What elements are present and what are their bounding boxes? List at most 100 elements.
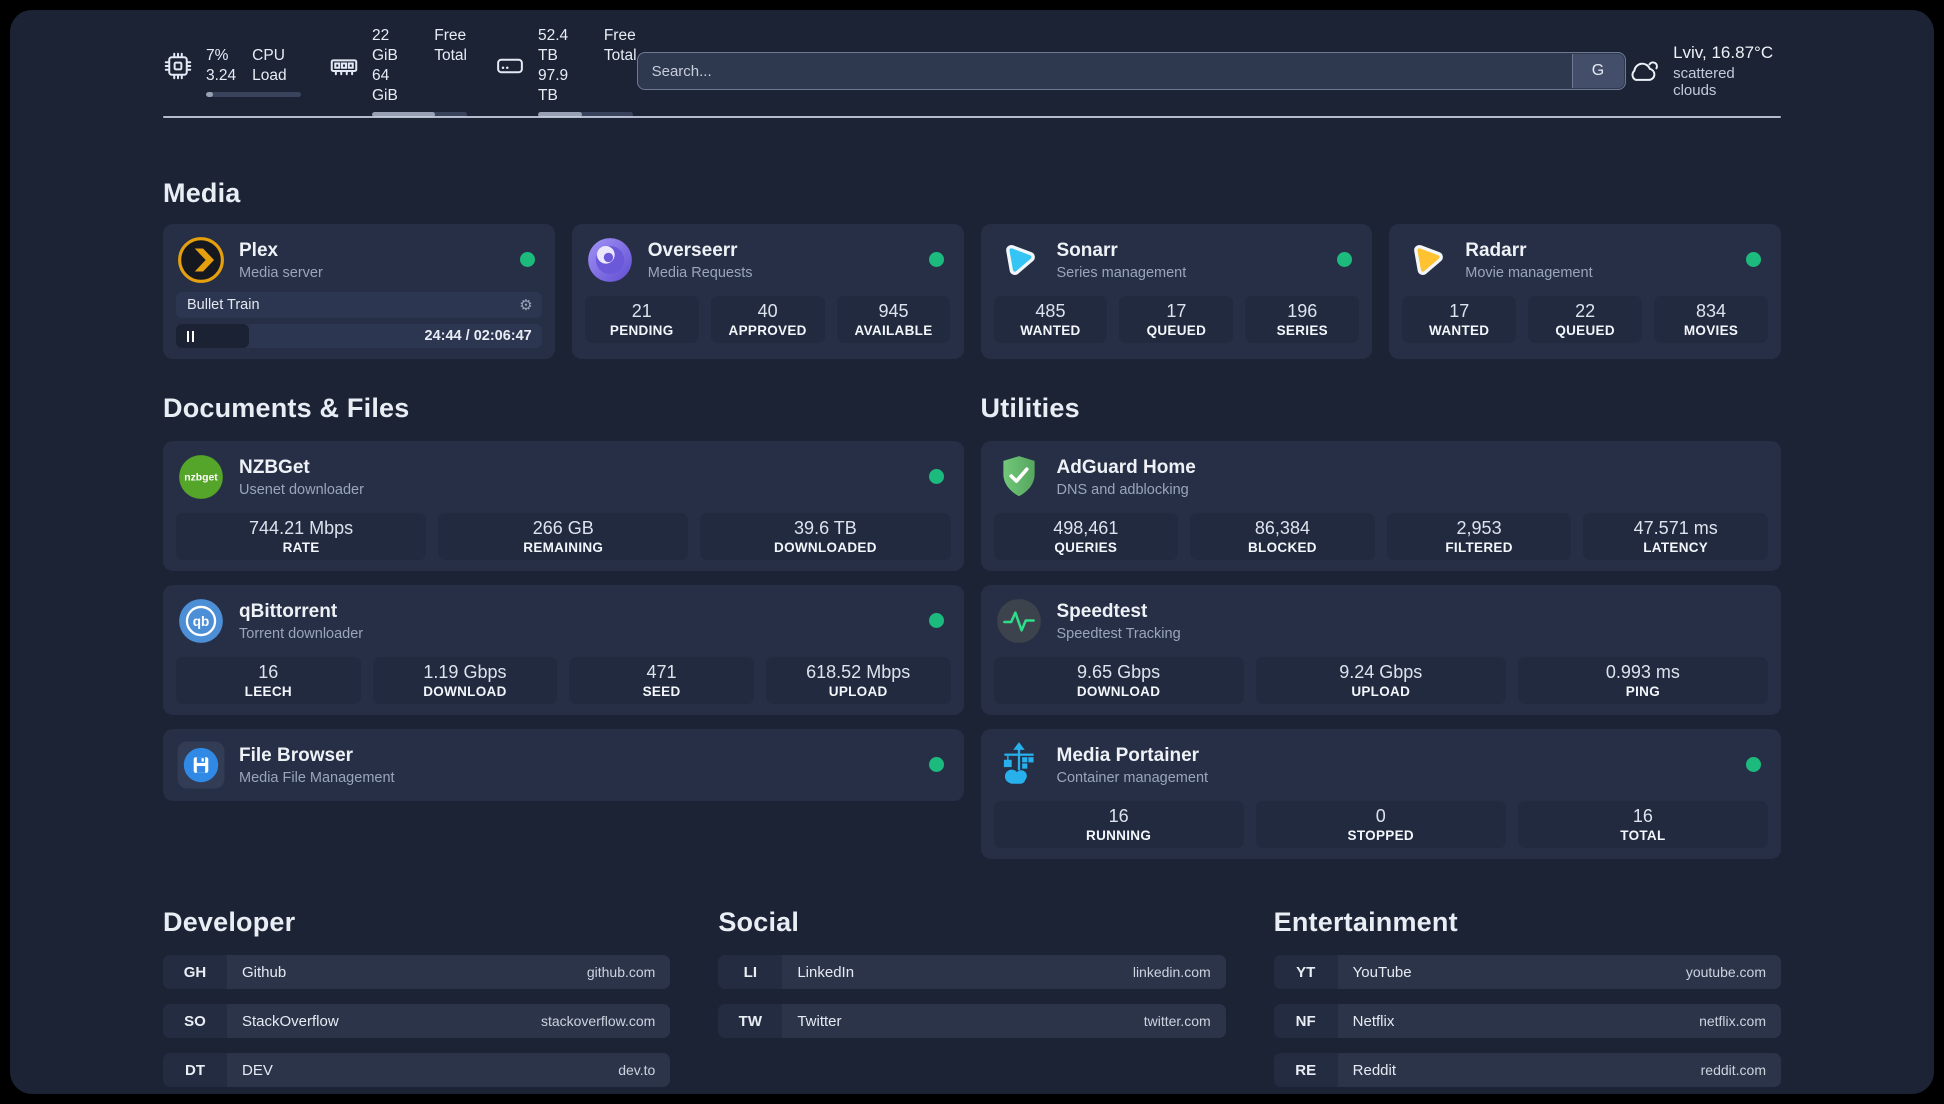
search-input[interactable] [636, 52, 1626, 90]
link-linkedin[interactable]: LI LinkedIn linkedin.com [718, 955, 1226, 989]
app-subtitle: Movie management [1465, 264, 1593, 281]
stat-tile: 0 STOPPED [1255, 801, 1506, 848]
section-title-documents: Documents & Files [163, 393, 410, 423]
stat-label: PENDING [609, 323, 674, 338]
app-title: Media Portainer [1056, 744, 1200, 766]
stat-label: QUEUED [1555, 323, 1615, 338]
link-url: youtube.com [1685, 964, 1766, 980]
stat-tile: 9.24 Gbps UPLOAD [1255, 657, 1506, 704]
stat-label: BLOCKED [1248, 540, 1317, 555]
stat-value: 16 [258, 662, 279, 682]
cpu-progress-bar [206, 91, 301, 97]
filebrowser-icon [177, 741, 225, 789]
stat-tile: 266 GB REMAINING [438, 513, 689, 560]
gear-icon[interactable]: ⚙ [519, 296, 533, 314]
qbittorrent-icon: qb [179, 599, 223, 643]
stat-label: REMAINING [523, 540, 604, 555]
stat-tile: 16 RUNNING [993, 801, 1244, 848]
media-card-row: Plex Media server Bullet Train ⚙ 24:44 /… [163, 224, 1781, 359]
status-online-dot [928, 613, 944, 628]
status-online-dot [1746, 757, 1761, 772]
header-divider [163, 116, 1781, 118]
link-twitter[interactable]: TW Twitter twitter.com [718, 1004, 1226, 1038]
disk-widget: 52.4 TB 97.9 TB Free Total [495, 26, 637, 117]
link-netflix[interactable]: NF Netflix netflix.com [1273, 1004, 1781, 1038]
stat-tile: 834 MOVIES [1654, 296, 1768, 343]
sonarr-card[interactable]: Sonarr Series management 485 WANTED 17 Q… [980, 224, 1373, 359]
link-reddit[interactable]: RE Reddit reddit.com [1273, 1053, 1781, 1087]
stat-label: PING [1625, 684, 1661, 699]
app-title: Plex [239, 239, 279, 261]
cpu-load-value: 3.24 [206, 66, 237, 84]
stat-label: RUNNING [1086, 828, 1152, 843]
portainer-card[interactable]: Media Portainer Container management 16 … [980, 729, 1781, 859]
link-youtube[interactable]: YT YouTube youtube.com [1273, 955, 1781, 989]
stat-label: QUEUED [1146, 323, 1207, 338]
app-subtitle: Torrent downloader [239, 625, 364, 642]
stat-tile: 17 WANTED [1402, 296, 1517, 343]
pause-icon[interactable] [187, 330, 194, 342]
now-playing-title: Bullet Train [187, 297, 260, 313]
link-dev[interactable]: DT DEV dev.to [163, 1053, 671, 1087]
adguard-card[interactable]: AdGuard Home DNS and adblocking 498,461 … [980, 441, 1781, 571]
app-subtitle: Media File Management [239, 769, 395, 786]
stat-value: 0 [1375, 806, 1386, 826]
search-bar: G [636, 52, 1626, 90]
speedtest-card[interactable]: Speedtest Speedtest Tracking 9.65 Gbps D… [980, 585, 1781, 715]
cloud-icon [1631, 61, 1658, 81]
stat-label: DOWNLOADED [774, 540, 877, 555]
disk-total-value: 97.9 TB [538, 66, 569, 104]
documents-column: Documents & Files nzbget NZBGet Usenet d… [163, 393, 964, 801]
filebrowser-card[interactable]: File Browser Media File Management [163, 729, 964, 801]
link-abbr: TW [718, 1004, 783, 1038]
stat-value: 1.19 Gbps [423, 662, 507, 682]
app-subtitle: Speedtest Tracking [1056, 625, 1181, 642]
nzbget-card[interactable]: nzbget NZBGet Usenet downloader 744.21 M… [163, 441, 964, 571]
link-name: Twitter [797, 1012, 842, 1030]
link-abbr: RE [1273, 1053, 1338, 1087]
stat-value: 16 [1108, 806, 1129, 826]
weather-condition: scattered clouds [1673, 65, 1735, 99]
memory-total-label: Total [434, 46, 467, 64]
stat-value: 17 [1449, 301, 1470, 321]
plex-icon [178, 237, 224, 283]
app-title: AdGuard Home [1056, 456, 1196, 478]
stat-label: SERIES [1276, 323, 1328, 338]
link-stackoverflow[interactable]: SO StackOverflow stackoverflow.com [163, 1004, 671, 1038]
developer-links: Developer GH Github github.com SO StackO… [163, 907, 671, 1094]
utilities-column: Utilities AdGuard Home DNS and adblockin… [980, 393, 1781, 859]
stat-label: LEECH [244, 684, 292, 699]
stat-label: AVAILABLE [854, 323, 933, 338]
cpu-icon [164, 52, 192, 79]
memory-widget: 22 GiB 64 GiB Free Total [329, 26, 467, 117]
stat-value: 9.24 Gbps [1339, 662, 1423, 682]
stat-label: DOWNLOAD [1076, 684, 1161, 699]
cpu-widget: 7% 3.24 CPU Load [163, 46, 301, 97]
plex-card[interactable]: Plex Media server Bullet Train ⚙ 24:44 /… [163, 224, 555, 359]
app-subtitle: Series management [1056, 264, 1187, 281]
link-url: twitter.com [1143, 1013, 1211, 1029]
app-title: Speedtest [1056, 600, 1148, 622]
stat-label: SEED [642, 684, 681, 699]
stat-value: 618.52 Mbps [806, 662, 911, 682]
overseerr-card[interactable]: Overseerr Media Requests 21 PENDING 40 A… [571, 224, 964, 359]
search-engine-button[interactable]: G [1571, 54, 1624, 88]
stat-value: 22 [1575, 301, 1596, 321]
nzbget-icon: nzbget [179, 455, 223, 499]
disk-free-value: 52.4 TB [538, 26, 569, 64]
cpu-usage-value: 7% [206, 46, 229, 64]
stat-tile: 16 LEECH [176, 657, 361, 704]
qbittorrent-card[interactable]: qb qBittorrent Torrent downloader 16 LEE… [163, 585, 964, 715]
link-url: netflix.com [1699, 1013, 1766, 1029]
weather-location: Lviv, 16.87°C [1673, 43, 1774, 62]
stat-value: 834 [1696, 301, 1727, 321]
section-title-developer: Developer [163, 907, 296, 937]
link-name: Github [242, 963, 287, 981]
link-github[interactable]: GH Github github.com [163, 955, 671, 989]
stat-value: 21 [631, 301, 652, 321]
radarr-card[interactable]: Radarr Movie management 17 WANTED 22 QUE… [1389, 224, 1781, 359]
stat-label: STOPPED [1347, 828, 1414, 843]
stat-label: MOVIES [1683, 323, 1739, 338]
app-subtitle: Media Requests [647, 264, 753, 281]
section-title-social: Social [718, 907, 800, 937]
